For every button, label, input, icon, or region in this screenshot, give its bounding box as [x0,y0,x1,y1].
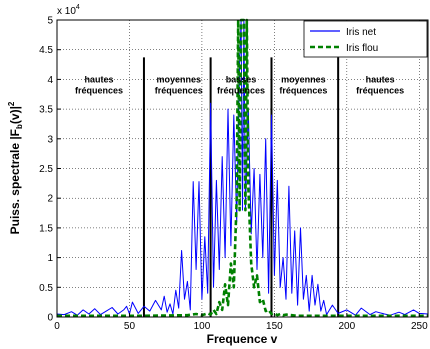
legend-box [303,20,428,58]
x-axis-label: Frequence v [207,332,278,346]
y-label-tail: (v)| [8,106,22,124]
y-tick-label: 2 [47,194,53,205]
y-tick-label: 2.5 [39,164,53,175]
band-separators [142,57,340,317]
region-label: basses fréquences [217,74,265,95]
x-tick-label: 150 [266,321,283,332]
series-line-iris-net [56,19,429,316]
y-tick-label: 4 [47,75,53,86]
y-tick-label: 0.5 [39,283,53,294]
y-tick-label: 5 [47,16,53,27]
region-label: moyennes fréquences [279,74,327,95]
y-tick-label: 4.5 [39,45,53,56]
y-ticks: 0 0.5 1 1.5 2 2.5 3 3.5 4 4.5 5 [39,16,61,324]
region-labels: hautes fréquences moyennes fréquences basses… [75,74,404,95]
legend-label-iris-flou: Iris flou [346,43,378,54]
y-tick-label: 0 [47,313,53,324]
y-axis-label: Puiss. spectrale |Fb(v)|2 [7,101,24,234]
y-label-sup: 2 [7,101,16,106]
y-tick-label: 3 [47,134,53,145]
scale-multiplier: x 104 [57,4,80,17]
legend: Iris net Iris flou [303,20,428,58]
y-label-sub: b [15,124,24,129]
legend-label-iris-net: Iris net [346,27,376,38]
y-label-main: Puiss. spectrale |F [8,129,22,234]
x-tick-label: 0 [54,321,60,332]
y-tick-label: 1 [47,253,53,264]
x-tick-label: 250 [411,321,428,332]
x-tick-label: 50 [124,321,136,332]
y-tick-label: 1.5 [39,223,53,234]
region-label: hautes fréquences [356,74,404,95]
x-ticks: 0 50 100 150 200 250 [54,313,428,332]
region-label: hautes fréquences [75,74,123,95]
x-tick-label: 200 [339,321,356,332]
scale-exponent: 4 [76,4,80,11]
x-tick-label: 100 [194,321,211,332]
y-tick-label: 3.5 [39,105,53,116]
scale-prefix: x 10 [57,6,76,17]
region-label: moyennes fréquences [155,74,203,95]
